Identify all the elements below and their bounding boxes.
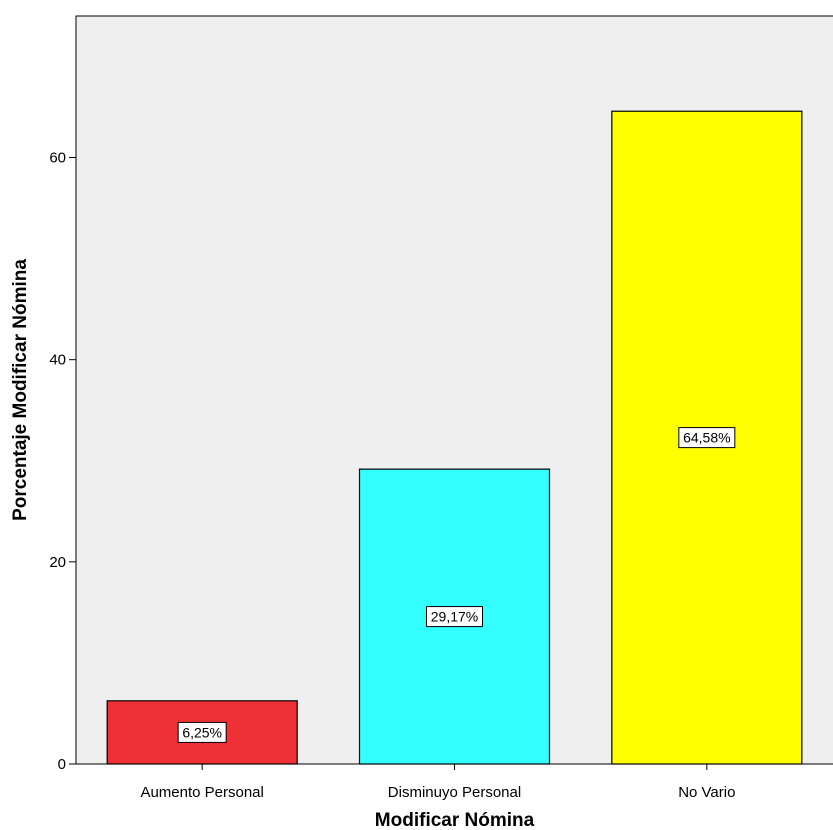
y-axis-title: Porcentaje Modificar Nómina (10, 259, 31, 521)
data-label: 29,17% (431, 609, 478, 625)
y-tick-label: 0 (58, 756, 66, 773)
data-label: 6,25% (182, 724, 222, 740)
y-axis-ticks: 0 20 40 60 (49, 150, 76, 773)
bars: 6,25% 29,17% 64,58% (106, 110, 803, 765)
data-label-box (426, 606, 483, 628)
y-tick-label: 20 (49, 554, 66, 571)
y-tick-label: 60 (49, 150, 66, 167)
data-label: 64,58% (683, 430, 730, 446)
data-label-box (678, 427, 736, 449)
x-tick-label: Aumento Personal (140, 784, 263, 801)
y-tick-label: 40 (49, 352, 66, 369)
x-tick-label: Disminuyo Personal (388, 784, 521, 801)
x-axis-ticks: Aumento Personal Disminuyo Personal No Var… (140, 764, 735, 801)
x-tick-label: No Vario (678, 784, 735, 801)
x-axis-title: Modificar Nómina (375, 810, 535, 830)
data-label-box (177, 721, 227, 743)
